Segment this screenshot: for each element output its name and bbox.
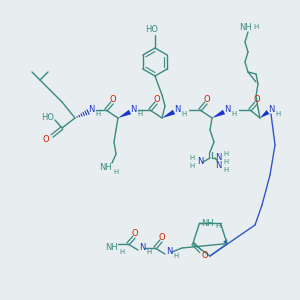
Text: N: N (215, 161, 221, 170)
Text: H: H (182, 111, 187, 117)
Text: N: N (215, 154, 221, 163)
Text: N: N (224, 106, 230, 115)
Text: N: N (130, 106, 136, 115)
Text: H: H (275, 111, 281, 117)
Polygon shape (162, 110, 175, 118)
Polygon shape (260, 110, 269, 118)
Text: H: H (189, 155, 195, 161)
Text: H: H (231, 111, 237, 117)
Text: H: H (95, 111, 101, 117)
Text: H: H (224, 159, 229, 165)
Text: O: O (154, 95, 160, 104)
Text: H: H (146, 249, 152, 255)
Text: H: H (173, 253, 178, 259)
Text: N: N (197, 158, 203, 166)
Text: N: N (166, 248, 172, 256)
Text: NH: NH (106, 244, 118, 253)
Text: N: N (174, 106, 180, 115)
Text: O: O (202, 251, 208, 260)
Polygon shape (223, 239, 227, 244)
Text: N: N (88, 106, 94, 115)
Text: H: H (119, 249, 124, 255)
Text: H: H (216, 224, 221, 230)
Text: NH: NH (238, 22, 251, 32)
Text: HO: HO (41, 112, 55, 122)
Text: H: H (224, 151, 229, 157)
Text: H: H (224, 167, 229, 173)
Text: O: O (204, 95, 210, 104)
Text: H: H (254, 24, 259, 30)
Text: N: N (268, 106, 274, 115)
Polygon shape (212, 110, 225, 118)
Text: H: H (137, 111, 142, 117)
Text: O: O (159, 233, 165, 242)
Text: O: O (110, 95, 116, 104)
Polygon shape (118, 110, 131, 118)
Text: HO: HO (146, 26, 158, 34)
Text: O: O (254, 95, 260, 104)
Text: H: H (113, 169, 119, 175)
Text: NH: NH (201, 219, 214, 228)
Text: O: O (43, 136, 49, 145)
Text: H: H (189, 163, 195, 169)
Text: NH: NH (99, 164, 111, 172)
Text: O: O (132, 230, 138, 238)
Text: N: N (139, 244, 145, 253)
